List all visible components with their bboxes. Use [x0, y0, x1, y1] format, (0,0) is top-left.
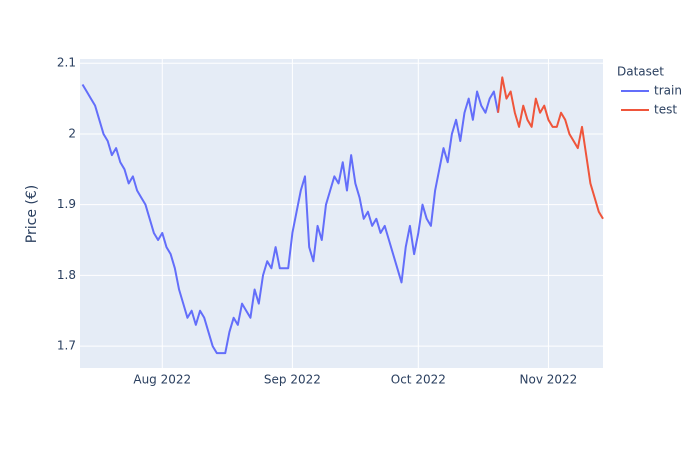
series-line — [81, 83, 500, 355]
x-tick-label: Nov 2022 — [520, 373, 578, 387]
legend-title: Dataset — [617, 65, 664, 79]
y-tick-label: 1.9 — [57, 197, 76, 211]
x-tick-label: Aug 2022 — [133, 373, 191, 387]
y-axis-label: Price (€) — [24, 185, 40, 243]
x-tick-label: Oct 2022 — [391, 373, 446, 387]
y-tick-label: 1.7 — [57, 339, 76, 353]
legend-label: train — [654, 84, 682, 98]
y-tick-label: 2 — [68, 126, 76, 140]
y-tick-label: 2.1 — [57, 56, 76, 70]
plot-area — [80, 59, 603, 368]
x-tick-label: Sep 2022 — [264, 373, 321, 387]
series-line — [497, 76, 604, 220]
y-tick-label: 1.8 — [57, 268, 76, 282]
legend-label: test — [654, 103, 677, 117]
